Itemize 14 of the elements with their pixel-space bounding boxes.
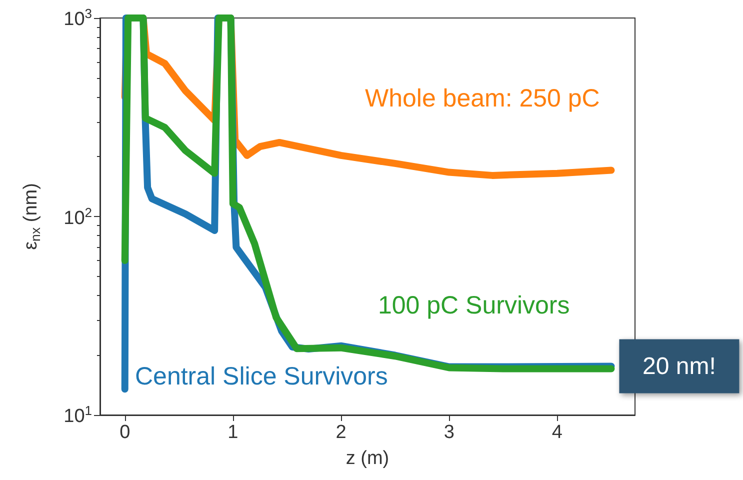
x-tick-label: 4 bbox=[552, 422, 563, 443]
x-tick-label: 3 bbox=[444, 422, 454, 443]
y-tick-label: 10$^{1}$ bbox=[64, 402, 92, 428]
y-axis-title: εnx (nm) bbox=[20, 183, 43, 250]
series-label: 100 pC Survivors bbox=[378, 292, 570, 320]
x-tick-label: 2 bbox=[336, 422, 346, 443]
x-tick-label: 1 bbox=[228, 422, 238, 443]
series-label: Central Slice Survivors bbox=[135, 362, 388, 390]
annotation: 20 nm! bbox=[642, 352, 716, 380]
x-tick-label: 0 bbox=[120, 422, 130, 443]
x-axis-title: z (m) bbox=[346, 448, 390, 469]
y-tick-label: 10$^{3}$ bbox=[64, 6, 92, 30]
y-tick-label: 10$^{2}$ bbox=[64, 204, 92, 229]
series-label: Whole beam: 250 pC bbox=[365, 84, 600, 112]
